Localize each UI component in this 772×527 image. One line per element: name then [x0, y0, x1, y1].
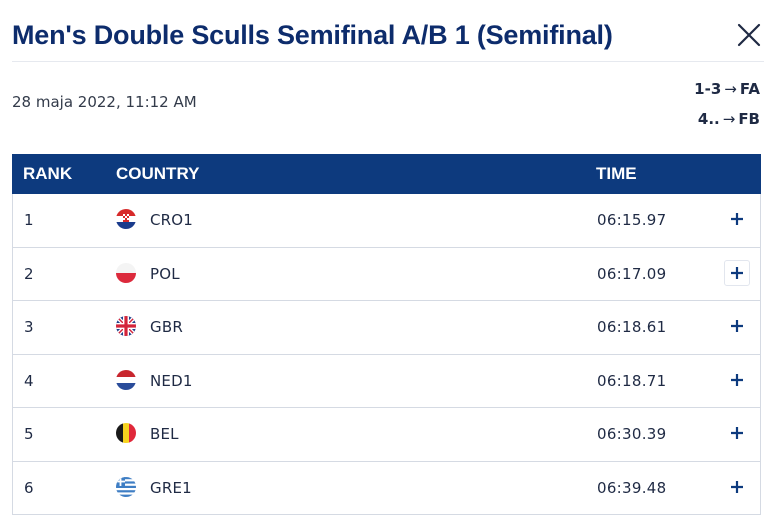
progression-rule: 1-3 → FA [694, 78, 760, 108]
expand-row-button[interactable] [724, 474, 750, 500]
table-row: 3 GBR 06:18.61 [12, 301, 761, 355]
time-cell: 06:18.61 [597, 318, 667, 336]
results-table: RANK COUNTRY TIME 1 CRO1 06:15.97 2 POL … [12, 154, 761, 515]
rank-cell: 4 [24, 371, 34, 390]
plus-icon [731, 213, 743, 225]
expand-row-button[interactable] [724, 420, 750, 446]
page-title: Men's Double Sculls Semifinal A/B 1 (Sem… [12, 20, 613, 50]
table-header: RANK COUNTRY TIME [12, 154, 761, 194]
netherlands-flag-icon [116, 369, 136, 390]
progression-ranks: 4.. [697, 110, 720, 128]
time-cell: 06:17.09 [597, 264, 667, 283]
column-header-rank: RANK [23, 164, 73, 183]
plus-icon [731, 320, 743, 332]
expand-row-button[interactable] [724, 259, 750, 286]
time-cell: 06:18.71 [597, 371, 667, 390]
rank-cell: 1 [24, 211, 34, 229]
country-cell: BEL [150, 425, 179, 443]
race-meta: 28 maja 2022, 11:12 AM 1-3 → FA 4.. → FB [12, 62, 764, 152]
country-cell: POL [150, 264, 180, 283]
table-row: 4 NED1 06:18.71 [12, 354, 761, 408]
croatia-flag-icon [116, 209, 136, 229]
rank-cell: 6 [24, 478, 34, 497]
plus-icon [731, 373, 743, 386]
progression-target: FB [738, 110, 760, 128]
belgium-flag-icon [116, 423, 136, 443]
arrow-right-icon: → [722, 110, 736, 128]
table-row: 5 BEL 06:30.39 [12, 408, 761, 462]
progression-ranks: 1-3 [694, 80, 722, 98]
time-cell: 06:39.48 [597, 478, 667, 497]
great-britain-flag-icon [116, 316, 136, 336]
country-cell: GRE1 [150, 478, 192, 497]
time-cell: 06:30.39 [597, 425, 667, 443]
country-cell: GBR [150, 318, 183, 336]
expand-row-button[interactable] [724, 367, 750, 393]
plus-icon [731, 480, 743, 493]
rank-cell: 2 [24, 264, 34, 283]
progression-rules: 1-3 → FA 4.. → FB [694, 78, 760, 138]
table-row: 6 GRE1 06:39.48 [12, 461, 761, 515]
poland-flag-icon [116, 262, 136, 283]
table-row: 1 CRO1 06:15.97 [12, 194, 761, 248]
close-button[interactable] [736, 22, 762, 48]
progression-target: FA [739, 80, 760, 98]
plus-icon [731, 427, 743, 439]
modal-header: Men's Double Sculls Semifinal A/B 1 (Sem… [12, 0, 764, 62]
country-cell: NED1 [150, 371, 193, 390]
greece-flag-icon [116, 476, 136, 497]
expand-row-button[interactable] [724, 313, 750, 339]
close-icon [737, 23, 761, 47]
column-header-time: TIME [596, 164, 637, 183]
expand-row-button[interactable] [724, 206, 750, 232]
progression-rule: 4.. → FB [694, 108, 760, 138]
plus-icon [731, 266, 743, 279]
time-cell: 06:15.97 [597, 211, 667, 229]
rank-cell: 5 [24, 425, 34, 443]
race-date: 28 maja 2022, 11:12 AM [12, 93, 197, 111]
arrow-right-icon: → [724, 80, 737, 98]
rank-cell: 3 [24, 318, 34, 336]
column-header-country: COUNTRY [116, 164, 200, 183]
country-cell: CRO1 [150, 211, 194, 229]
table-row: 2 POL 06:17.09 [12, 247, 761, 301]
